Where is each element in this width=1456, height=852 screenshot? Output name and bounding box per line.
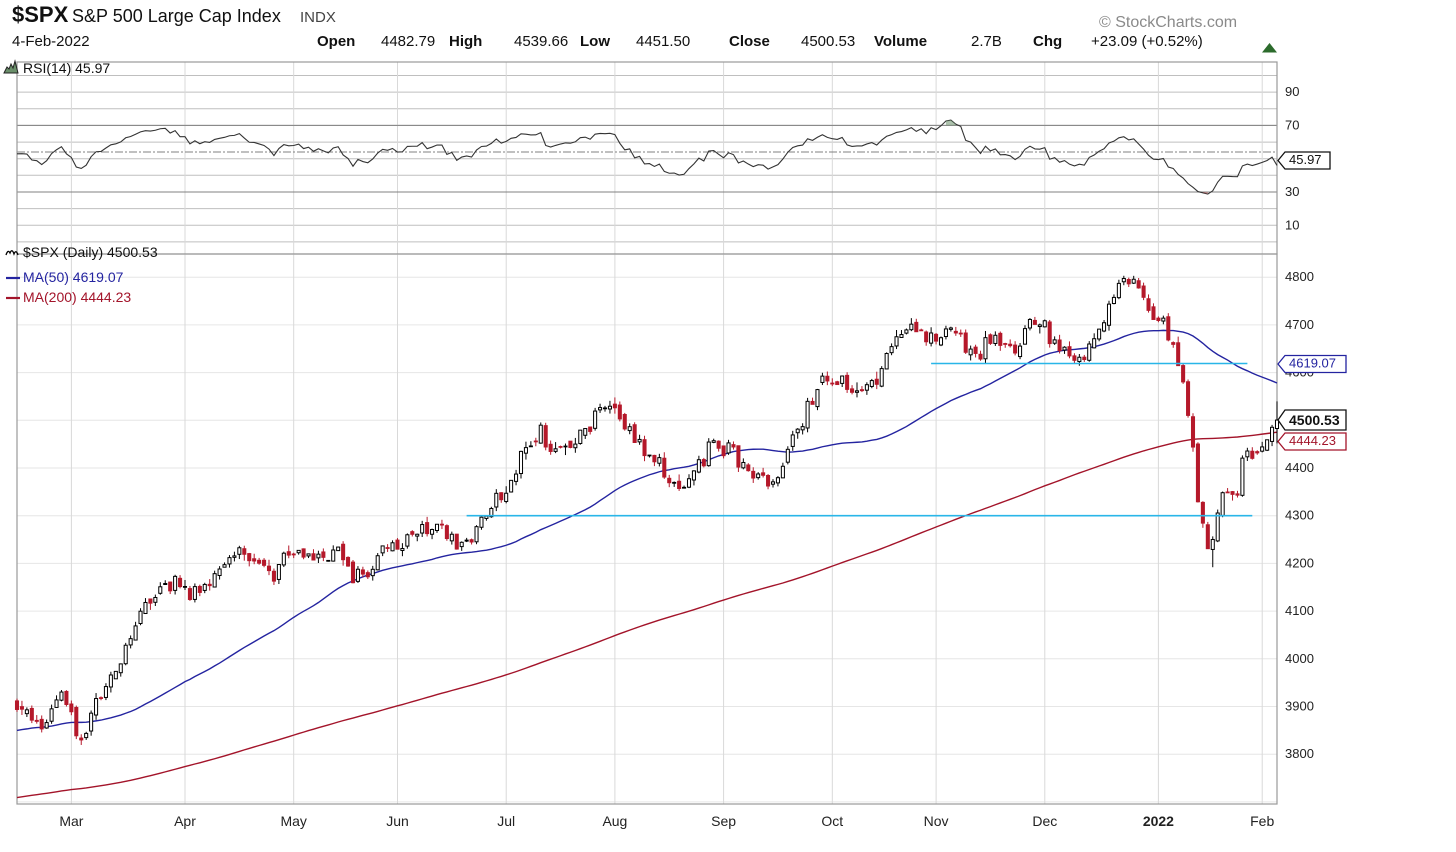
svg-text:3800: 3800 [1285, 746, 1314, 761]
svg-text:3900: 3900 [1285, 699, 1314, 714]
svg-text:4500.53: 4500.53 [801, 33, 855, 50]
svg-text:2.7B: 2.7B [971, 33, 1002, 50]
svg-text:70: 70 [1285, 117, 1299, 132]
svg-text:4700: 4700 [1285, 317, 1314, 332]
svg-text:+23.09 (+0.52%): +23.09 (+0.52%) [1091, 33, 1203, 50]
svg-text:Apr: Apr [174, 813, 196, 829]
svg-text:Open: Open [317, 33, 355, 50]
svg-text:4400: 4400 [1285, 460, 1314, 475]
svg-text:30: 30 [1285, 184, 1299, 199]
svg-text:Aug: Aug [602, 813, 627, 829]
svg-text:Volume: Volume [874, 33, 927, 50]
svg-text:Jun: Jun [386, 813, 409, 829]
svg-text:$SPX (Daily) 4500.53: $SPX (Daily) 4500.53 [23, 244, 158, 260]
svg-text:Mar: Mar [59, 813, 83, 829]
svg-text:INDX: INDX [300, 9, 336, 26]
svg-text:Oct: Oct [821, 813, 843, 829]
svg-text:$SPX: $SPX [12, 2, 69, 27]
svg-text:4539.66: 4539.66 [514, 33, 568, 50]
svg-text:Feb: Feb [1250, 813, 1274, 829]
svg-text:10: 10 [1285, 217, 1299, 232]
svg-text:Dec: Dec [1032, 813, 1057, 829]
svg-text:45.97: 45.97 [1289, 152, 1322, 167]
svg-text:Low: Low [580, 33, 610, 50]
svg-text:Nov: Nov [924, 813, 949, 829]
svg-text:4500.53: 4500.53 [1289, 412, 1340, 428]
svg-text:Chg: Chg [1033, 33, 1062, 50]
svg-text:4100: 4100 [1285, 603, 1314, 618]
svg-text:4-Feb-2022: 4-Feb-2022 [12, 33, 90, 50]
svg-text:2022: 2022 [1143, 813, 1174, 829]
svg-text:90: 90 [1285, 84, 1299, 99]
svg-text:4619.07: 4619.07 [1289, 356, 1336, 371]
svg-text:Close: Close [729, 33, 770, 50]
svg-text:© StockCharts.com: © StockCharts.com [1099, 14, 1237, 31]
svg-text:4300: 4300 [1285, 508, 1314, 523]
svg-text:4200: 4200 [1285, 555, 1314, 570]
svg-text:4451.50: 4451.50 [636, 33, 690, 50]
svg-text:Sep: Sep [711, 813, 736, 829]
svg-text:4444.23: 4444.23 [1289, 433, 1336, 448]
svg-text:Jul: Jul [497, 813, 515, 829]
svg-text:RSI(14) 45.97: RSI(14) 45.97 [23, 60, 110, 76]
svg-text:S&P 500 Large Cap Index: S&P 500 Large Cap Index [72, 6, 281, 26]
svg-text:MA(200) 4444.23: MA(200) 4444.23 [23, 289, 131, 305]
svg-text:4000: 4000 [1285, 651, 1314, 666]
svg-text:May: May [280, 813, 306, 829]
svg-text:4800: 4800 [1285, 269, 1314, 284]
svg-text:4482.79: 4482.79 [381, 33, 435, 50]
svg-text:High: High [449, 33, 482, 50]
svg-text:MA(50) 4619.07: MA(50) 4619.07 [23, 269, 124, 285]
